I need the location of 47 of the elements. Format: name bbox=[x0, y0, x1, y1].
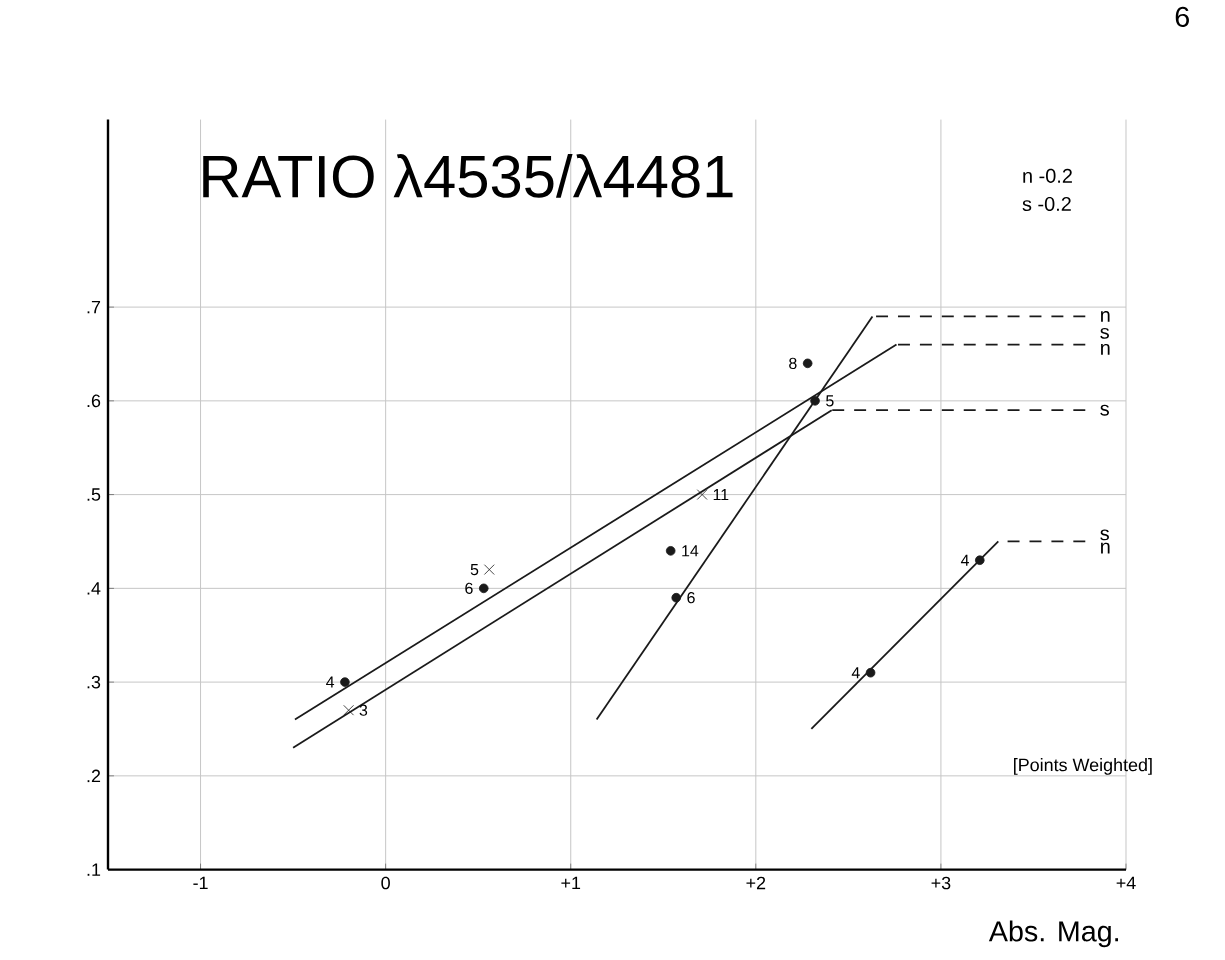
annotation: 5 bbox=[470, 564, 479, 576]
y-tick-label: .5 bbox=[87, 488, 101, 502]
annotation: 6 bbox=[465, 582, 473, 595]
annotation: s bbox=[1100, 328, 1109, 339]
x-tick-label: +1 bbox=[561, 876, 581, 890]
y-tick-label: .7 bbox=[87, 301, 101, 314]
annotation: s bbox=[1100, 529, 1109, 541]
x-tick-label: +4 bbox=[1116, 876, 1136, 890]
point bbox=[975, 555, 985, 566]
annotation: n bbox=[1101, 344, 1110, 355]
annotation: n bbox=[1101, 542, 1110, 554]
annotation: n -0.2 bbox=[1023, 169, 1072, 184]
annotation: 6 bbox=[687, 592, 695, 604]
y-tick-label: .4 bbox=[87, 582, 101, 595]
point bbox=[810, 396, 820, 406]
point bbox=[802, 358, 813, 369]
x-tick-label: 0 bbox=[381, 876, 390, 890]
annotation: [Points Weighted] bbox=[1014, 758, 1152, 776]
annotation: s -0.2 bbox=[1022, 197, 1071, 212]
annotation: s bbox=[1100, 404, 1109, 416]
y-tick-label: .1 bbox=[87, 863, 101, 876]
x-tick-label: -1 bbox=[193, 876, 208, 890]
text: 6 bbox=[1175, 6, 1189, 28]
annotation: 8 bbox=[789, 357, 797, 370]
y-tick-label: .6 bbox=[87, 394, 101, 408]
annotation: 4 bbox=[326, 676, 335, 688]
chart-title: RATIO λ4535/λ4481 bbox=[203, 154, 733, 199]
annotation: 4 bbox=[960, 554, 969, 566]
point bbox=[340, 677, 350, 688]
annotation: 14 bbox=[682, 545, 699, 557]
point bbox=[478, 583, 489, 594]
annotation: 5 bbox=[826, 395, 834, 407]
y-tick-label: .2 bbox=[87, 769, 101, 783]
x-tick-label: +3 bbox=[931, 876, 951, 890]
point bbox=[483, 564, 495, 576]
x-tick-label: +2 bbox=[746, 876, 766, 890]
point bbox=[696, 489, 708, 501]
y-tick-label: .3 bbox=[87, 675, 101, 689]
point bbox=[865, 668, 876, 678]
point bbox=[671, 593, 682, 603]
point bbox=[665, 546, 676, 556]
annotation: n bbox=[1101, 311, 1110, 323]
annotation: 3 bbox=[359, 704, 368, 717]
point bbox=[343, 705, 354, 716]
annotation: 4 bbox=[851, 667, 860, 679]
x-axis-title: Abs. Mag. bbox=[988, 920, 1118, 948]
annotation: 11 bbox=[713, 489, 729, 501]
